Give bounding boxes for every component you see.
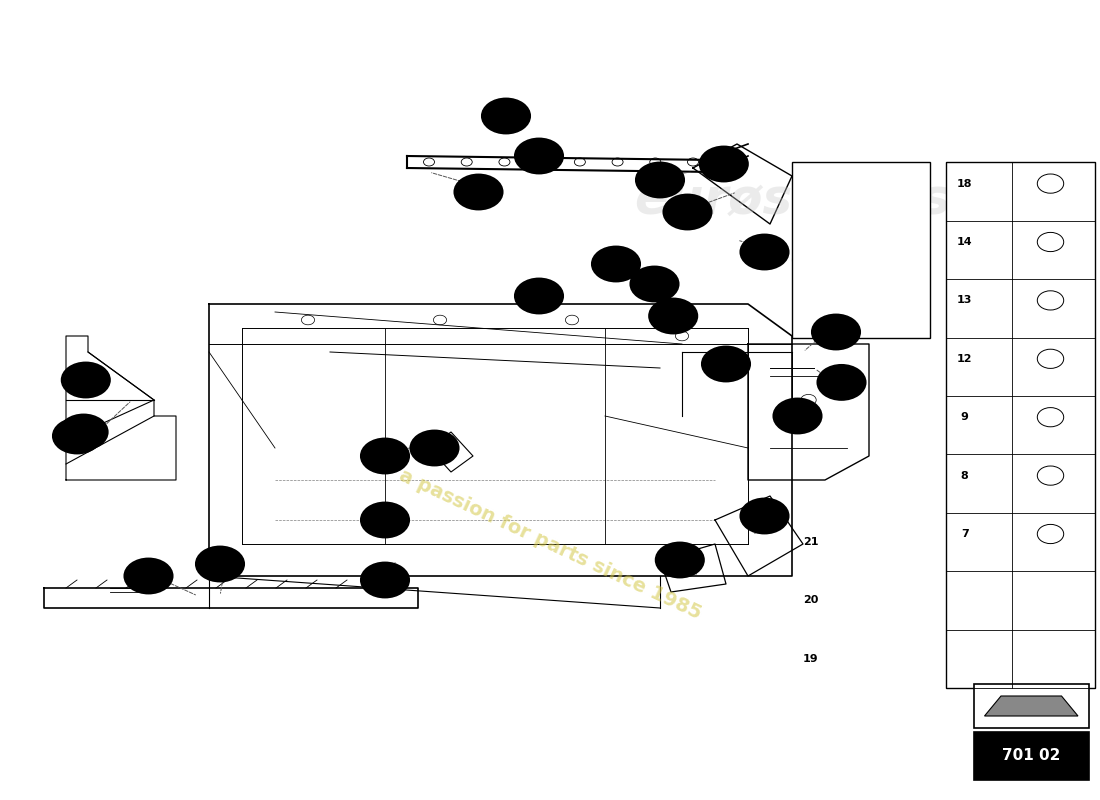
Circle shape — [702, 346, 750, 382]
Circle shape — [124, 558, 173, 594]
FancyBboxPatch shape — [974, 732, 1089, 780]
Text: 17: 17 — [757, 511, 772, 521]
Circle shape — [649, 298, 697, 334]
Text: 701 02: 701 02 — [1002, 749, 1060, 763]
Circle shape — [196, 546, 244, 582]
Text: 4: 4 — [502, 110, 510, 122]
Text: 19: 19 — [803, 654, 818, 664]
Circle shape — [817, 365, 866, 400]
Circle shape — [636, 162, 684, 198]
Text: since 1985: since 1985 — [791, 246, 925, 266]
Text: 12: 12 — [531, 291, 547, 301]
Circle shape — [361, 502, 409, 538]
Text: 18: 18 — [957, 178, 972, 189]
Text: 7: 7 — [832, 326, 840, 338]
Text: 9: 9 — [381, 514, 389, 526]
Circle shape — [454, 174, 503, 210]
Circle shape — [740, 234, 789, 270]
Text: 19: 19 — [647, 279, 662, 289]
Circle shape — [410, 430, 459, 466]
Text: 6: 6 — [656, 174, 664, 186]
Text: 21: 21 — [212, 559, 228, 569]
Circle shape — [656, 542, 704, 578]
Circle shape — [663, 194, 712, 230]
Text: 2: 2 — [793, 410, 802, 422]
Text: 9: 9 — [960, 412, 969, 422]
Circle shape — [740, 498, 789, 534]
Text: 8: 8 — [960, 470, 969, 481]
Text: 13: 13 — [608, 259, 624, 269]
Circle shape — [62, 362, 110, 398]
Circle shape — [515, 278, 563, 314]
Text: eurøspøres: eurøspøres — [634, 176, 950, 224]
Text: 13: 13 — [957, 295, 972, 306]
Polygon shape — [984, 696, 1078, 716]
Text: 8: 8 — [381, 574, 389, 586]
Circle shape — [700, 146, 748, 182]
Text: 10: 10 — [427, 443, 442, 453]
FancyBboxPatch shape — [974, 684, 1089, 728]
Text: 11: 11 — [757, 247, 772, 257]
FancyBboxPatch shape — [946, 162, 1094, 688]
Text: 5: 5 — [722, 358, 730, 370]
Circle shape — [482, 98, 530, 134]
Circle shape — [361, 438, 409, 474]
Text: 8: 8 — [381, 450, 389, 462]
Text: 14: 14 — [957, 237, 972, 247]
Circle shape — [592, 246, 640, 282]
Text: 1: 1 — [73, 430, 81, 442]
Text: 3: 3 — [683, 206, 692, 218]
Circle shape — [59, 414, 108, 450]
Circle shape — [630, 266, 679, 302]
Text: 16: 16 — [141, 571, 156, 581]
FancyBboxPatch shape — [792, 162, 930, 338]
Text: 21: 21 — [803, 537, 818, 547]
Text: 7: 7 — [719, 158, 728, 170]
Circle shape — [53, 418, 101, 454]
Text: 14: 14 — [78, 375, 94, 385]
Text: 5: 5 — [474, 186, 483, 198]
Circle shape — [812, 314, 860, 350]
Circle shape — [773, 398, 822, 434]
Text: 15: 15 — [834, 378, 849, 387]
Text: 20: 20 — [803, 595, 818, 606]
Circle shape — [361, 562, 409, 598]
Text: 7: 7 — [535, 150, 543, 162]
Text: 20: 20 — [76, 427, 91, 437]
Text: 18: 18 — [672, 555, 688, 565]
Text: a passion for parts since 1985: a passion for parts since 1985 — [396, 466, 704, 622]
Circle shape — [515, 138, 563, 174]
Text: 14: 14 — [666, 311, 681, 321]
Text: 12: 12 — [957, 354, 972, 364]
Text: 7: 7 — [960, 529, 969, 539]
